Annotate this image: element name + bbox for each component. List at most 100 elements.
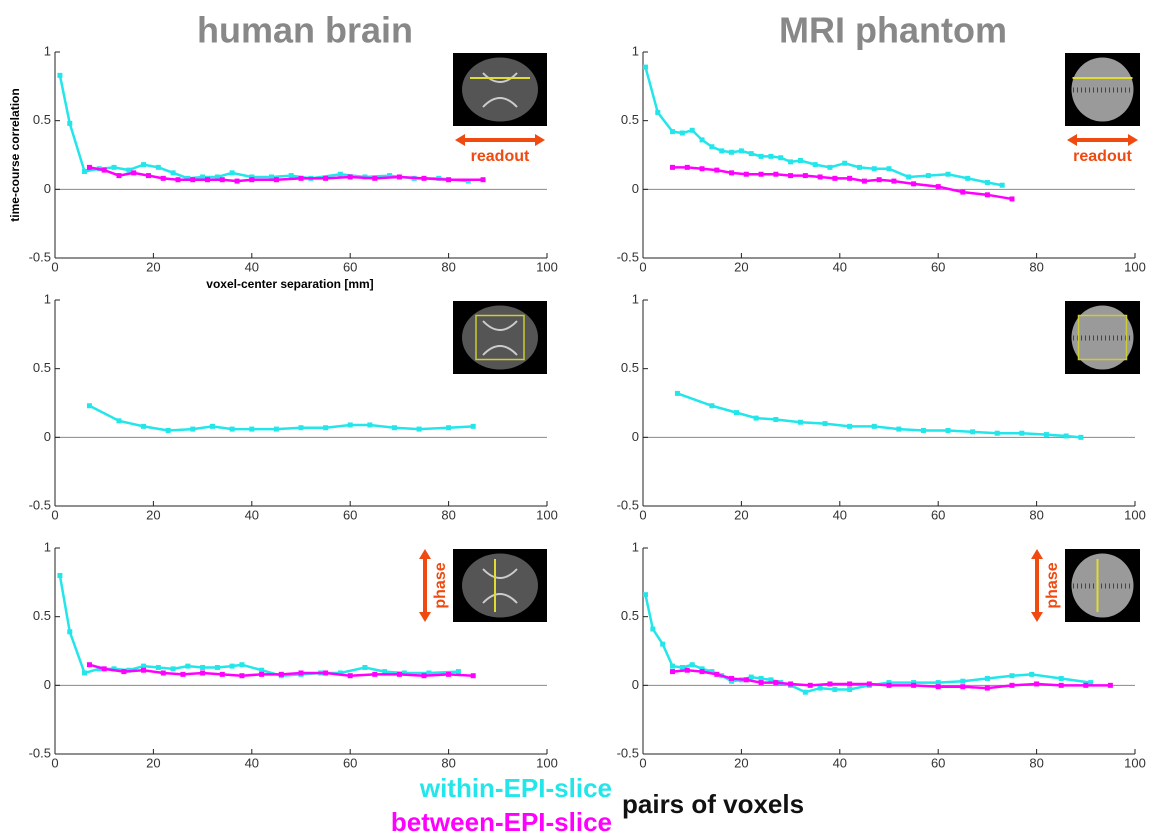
y-tick-label: -0.5 [617,249,639,264]
y-tick-label: 0.5 [33,360,51,375]
series-line [58,75,469,183]
data-point [709,144,715,150]
data-point [200,670,206,676]
brain-image [462,553,538,618]
data-point [141,423,147,429]
brain-folds [482,568,518,604]
data-point [960,189,966,195]
x-tick-label: 100 [536,507,558,522]
data-point [743,677,749,683]
y-tick-label: -0.5 [29,249,51,264]
data-point [871,166,877,172]
x-tick-label: 40 [245,259,259,274]
data-point [911,680,917,686]
data-point [416,426,422,432]
data-point [446,177,452,183]
data-point [822,421,828,427]
data-point [920,427,926,433]
brain-folds [482,320,518,356]
data-point [729,678,735,684]
data-point [945,427,951,433]
data-point [372,175,378,181]
data-point [219,671,225,677]
data-point [679,664,685,670]
data-point [935,684,941,690]
x-tick-label: 80 [441,259,455,274]
phantom-image [1071,57,1134,122]
data-point [1009,196,1015,202]
data-point [273,426,279,432]
roi-box [1077,314,1128,361]
data-point [219,177,225,183]
data-point [155,664,161,670]
x-tick-label: 20 [146,507,160,522]
data-point [200,664,206,670]
data-point [788,173,794,179]
x-tick-label: 40 [245,507,259,522]
brain-folds [482,72,518,108]
data-point [455,669,461,675]
readout-arrow [455,134,545,146]
data-point [670,663,676,669]
data-point [714,671,720,677]
data-point [733,410,739,416]
y-tick-label: 0 [44,181,51,196]
data-point [650,626,656,632]
data-point [994,430,1000,436]
data-point [925,173,931,179]
data-point [935,680,941,686]
data-point [758,171,764,177]
data-point [802,689,808,695]
data-point [817,685,823,691]
x-tick-label: 100 [1124,507,1146,522]
data-point [911,181,917,187]
y-tick-label: 0.5 [33,112,51,127]
data-point [748,674,754,680]
y-tick-label: 1 [632,291,639,306]
x-tick-label: 100 [1124,755,1146,770]
data-point [773,171,779,177]
data-point [229,426,235,432]
x-tick-label: 20 [734,755,748,770]
x-tick-label: 100 [536,755,558,770]
annotation: phase [432,562,449,608]
data-point [229,170,235,176]
x-tick-label: 20 [734,507,748,522]
data-point [101,167,107,173]
data-point [871,423,877,429]
data-point [391,425,397,431]
data-point [778,155,784,161]
readout-arrow [1067,134,1138,146]
y-tick-label: 0 [44,429,51,444]
data-point [190,426,196,432]
data-point [748,151,754,157]
data-point [1019,430,1025,436]
x-tick-label: 60 [931,507,945,522]
y-tick-label: 1 [44,291,51,306]
data-point [896,426,902,432]
data-point [670,164,676,170]
data-point [145,173,151,179]
y-tick-label: 0.5 [621,112,639,127]
legend-within: within-EPI-slice [419,773,612,803]
data-point [689,662,695,668]
data-point [1009,673,1015,679]
data-point [758,680,764,686]
data-point [446,671,452,677]
data-point [160,175,166,181]
roi-box [475,314,525,361]
y-tick-label: -0.5 [617,745,639,760]
data-point [229,663,235,669]
data-point [131,170,137,176]
series-line [677,392,1081,439]
legend-between: between-EPI-slice [391,807,612,837]
data-point [214,664,220,670]
x-tick-label: 80 [441,507,455,522]
data-point [945,171,951,177]
data-point [209,423,215,429]
y-tick-label: 0 [632,429,639,444]
x-tick-label: 20 [734,259,748,274]
data-point [401,670,407,676]
data-point [249,174,255,180]
